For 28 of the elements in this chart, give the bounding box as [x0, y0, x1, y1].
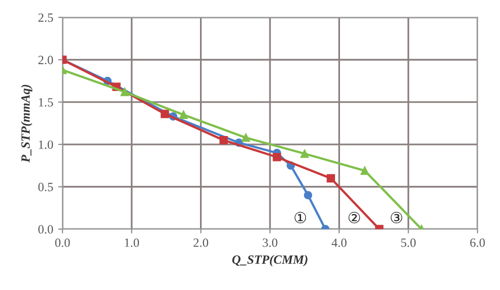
x-tick-label: 4.0 — [332, 238, 347, 247]
x-tick-label: 6.0 — [470, 238, 485, 247]
x-tick-label: 5.0 — [401, 238, 416, 247]
y-tick-label: 2.5 — [38, 13, 53, 22]
y-axis-title: P_STP(mmAq) — [20, 84, 32, 162]
annotation: ② — [348, 212, 360, 224]
x-tick-label: 3.0 — [262, 238, 278, 247]
x-tick-label: 2.0 — [194, 238, 208, 247]
point — [272, 152, 282, 162]
point — [160, 110, 170, 118]
x-axis-title: Q_STP(CMM) — [232, 255, 308, 266]
annotation: ① — [294, 212, 306, 224]
y-tick-label: 0.5 — [38, 182, 53, 192]
point — [304, 191, 312, 200]
point — [120, 88, 129, 96]
y-tick-label: 2.0 — [38, 56, 53, 64]
y-tick-label: 1.5 — [38, 98, 53, 107]
point — [179, 110, 188, 119]
y-tick-label: 0.0 — [38, 225, 53, 234]
y-tick-label: 1.0 — [38, 140, 53, 149]
point — [219, 136, 228, 144]
point — [242, 133, 250, 142]
x-tick-label: 1.0 — [124, 238, 140, 247]
point — [360, 166, 369, 175]
annotation: ③ — [390, 212, 402, 224]
x-tick-label: 0.0 — [55, 238, 70, 247]
point — [326, 174, 336, 182]
point — [300, 150, 309, 158]
